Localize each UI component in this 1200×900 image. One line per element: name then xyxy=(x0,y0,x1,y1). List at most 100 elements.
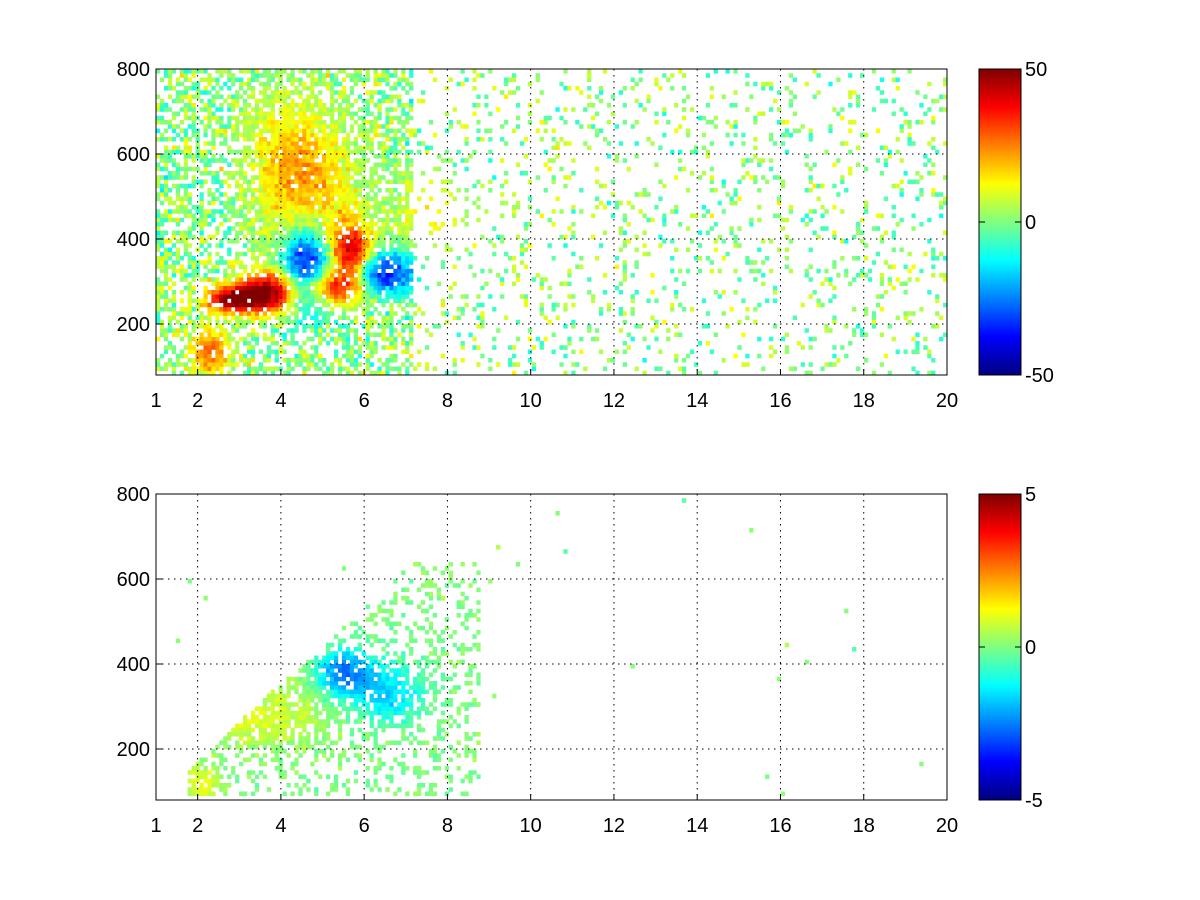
heatmap-cell xyxy=(302,243,307,248)
heatmap-cell xyxy=(239,294,244,299)
heatmap-cell xyxy=(915,179,920,185)
heatmap-cell xyxy=(199,230,204,236)
heatmap-cell xyxy=(274,154,279,159)
heatmap-cell xyxy=(349,230,355,236)
heatmap-cell xyxy=(262,370,268,376)
heatmap-cell xyxy=(159,158,165,163)
heatmap-cell xyxy=(903,171,908,176)
heatmap-cell xyxy=(349,370,355,376)
x-tick-label: 1 xyxy=(150,390,161,412)
heatmap-cell xyxy=(377,205,382,210)
heatmap-cell xyxy=(215,366,220,372)
heatmap-cell xyxy=(156,213,161,219)
heatmap-cell xyxy=(377,132,382,138)
heatmap-cell xyxy=(195,353,200,359)
heatmap-cell xyxy=(294,362,299,367)
heatmap-cell xyxy=(330,226,335,231)
heatmap-cell xyxy=(314,685,319,690)
heatmap-cell xyxy=(294,290,299,295)
heatmap-cell xyxy=(163,328,169,333)
heatmap-cell xyxy=(179,311,184,316)
heatmap-cell xyxy=(159,115,165,121)
heatmap-cell xyxy=(606,120,612,125)
heatmap-cell xyxy=(286,132,291,138)
heatmap-cell xyxy=(318,213,323,219)
heatmap-cell xyxy=(591,336,596,342)
heatmap-cell xyxy=(333,166,339,172)
heatmap-cell xyxy=(357,298,362,304)
heatmap-cell xyxy=(381,370,386,376)
heatmap-cell xyxy=(156,234,161,240)
heatmap-cell xyxy=(243,723,248,729)
heatmap-cell xyxy=(286,111,291,117)
heatmap-cell xyxy=(306,281,311,287)
heatmap-cell xyxy=(207,328,212,333)
heatmap-cell xyxy=(266,277,271,282)
heatmap-cell xyxy=(547,115,552,121)
heatmap-cell xyxy=(262,234,268,240)
heatmap-cell xyxy=(761,260,766,265)
heatmap-cell xyxy=(219,158,224,163)
heatmap-cell xyxy=(203,774,208,780)
heatmap-cell xyxy=(330,107,335,112)
heatmap-cell xyxy=(163,128,169,134)
heatmap-cell xyxy=(274,285,279,291)
heatmap-cell xyxy=(175,149,181,155)
heatmap-cell xyxy=(270,727,275,733)
heatmap-cell xyxy=(385,69,390,74)
heatmap-cell xyxy=(318,774,323,780)
heatmap-cell xyxy=(856,103,861,108)
heatmap-cell xyxy=(326,744,331,750)
heatmap-cell xyxy=(784,128,790,134)
heatmap-cell xyxy=(753,154,758,159)
heatmap-cell xyxy=(258,128,264,134)
heatmap-cell xyxy=(266,281,271,287)
heatmap-cell xyxy=(729,141,734,146)
heatmap-cell xyxy=(306,702,311,707)
heatmap-cell xyxy=(203,132,208,138)
heatmap-cell xyxy=(369,217,374,223)
heatmap-cell xyxy=(156,307,161,312)
heatmap-cell xyxy=(337,205,343,210)
heatmap-cell xyxy=(361,77,366,83)
heatmap-cell xyxy=(258,183,264,189)
heatmap-cell xyxy=(784,120,790,125)
heatmap-cell xyxy=(286,77,291,83)
heatmap-cell xyxy=(776,213,782,219)
heatmap-cell xyxy=(634,192,639,197)
heatmap-cell xyxy=(405,243,410,248)
heatmap-cell xyxy=(852,90,857,95)
heatmap-cell xyxy=(832,353,837,359)
heatmap-cell xyxy=(733,120,738,125)
heatmap-cell xyxy=(191,285,196,291)
heatmap-cell xyxy=(274,698,279,703)
heatmap-cell xyxy=(345,341,351,346)
heatmap-cell xyxy=(270,268,275,274)
heatmap-cell xyxy=(310,230,315,236)
heatmap-cell xyxy=(911,226,916,231)
heatmap-cell xyxy=(159,264,165,270)
heatmap-cell xyxy=(911,141,916,146)
heatmap-cell xyxy=(290,791,295,797)
heatmap-cell xyxy=(420,171,426,176)
heatmap-cell xyxy=(381,226,386,231)
heatmap-cell xyxy=(511,370,517,376)
heatmap-cell xyxy=(243,120,248,125)
heatmap-cell xyxy=(246,111,252,117)
heatmap-cell xyxy=(231,358,236,363)
heatmap-cell xyxy=(243,158,248,163)
heatmap-cell xyxy=(223,124,228,129)
heatmap-cell xyxy=(385,98,390,104)
heatmap-cell xyxy=(511,256,517,261)
heatmap-cell xyxy=(800,217,805,223)
heatmap-cell xyxy=(219,200,224,206)
heatmap-cell xyxy=(235,213,240,219)
heatmap-cell xyxy=(357,162,362,168)
heatmap-cell xyxy=(306,247,311,253)
heatmap-cell xyxy=(270,281,275,287)
heatmap-cell xyxy=(563,345,568,350)
heatmap-cell xyxy=(195,222,200,227)
heatmap-cell xyxy=(215,311,220,316)
heatmap-cell xyxy=(634,324,639,329)
heatmap-cell xyxy=(231,281,236,287)
